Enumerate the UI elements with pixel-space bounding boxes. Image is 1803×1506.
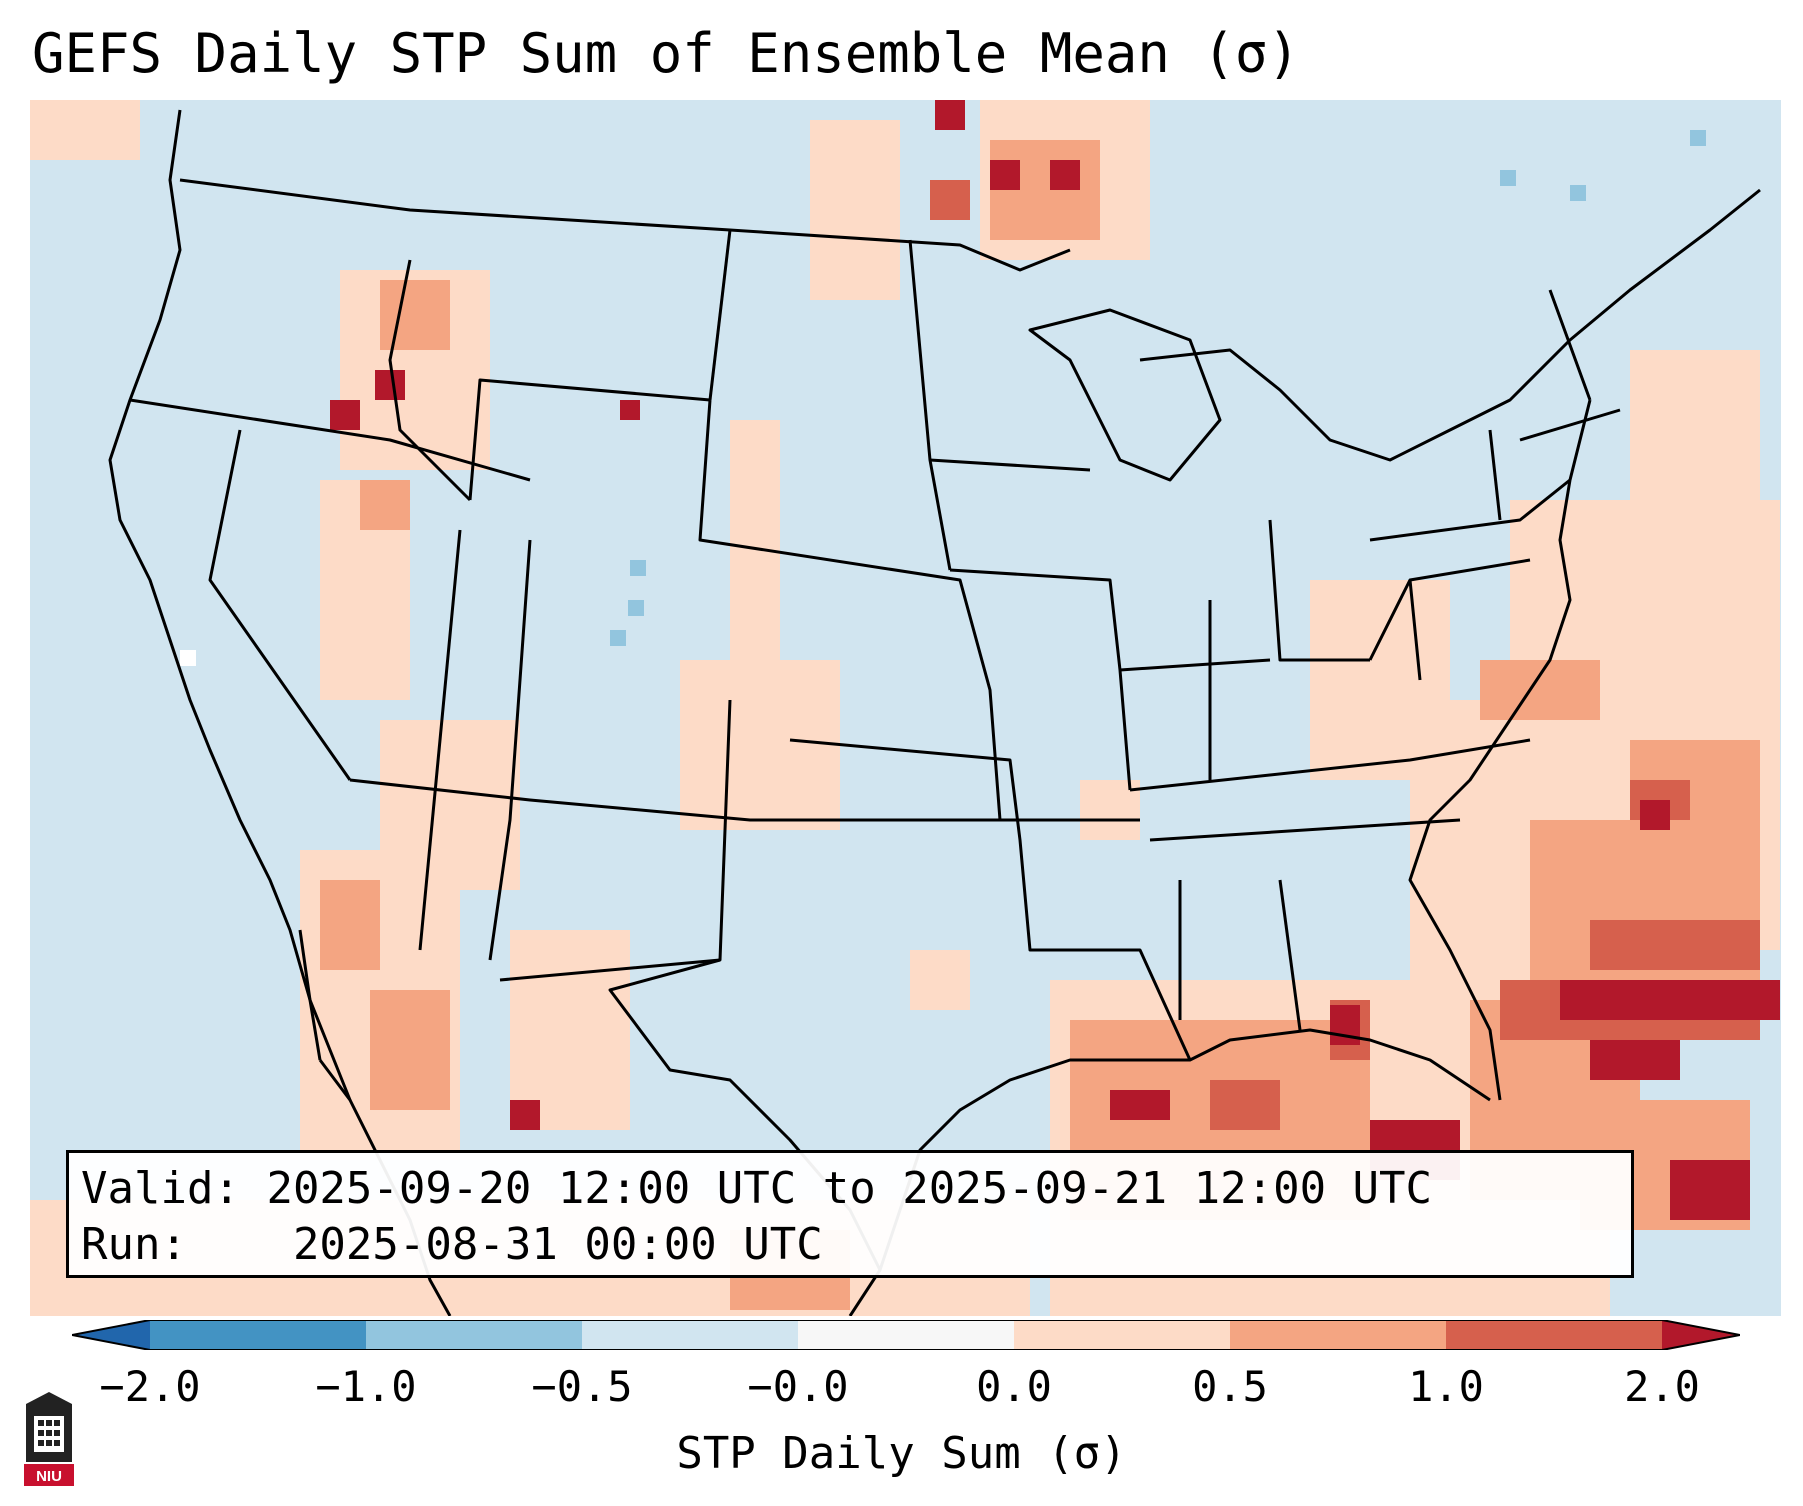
colorbar-tick-label: −1.0 [315, 1362, 417, 1411]
map-boundaries [108, 109, 1761, 1316]
colorbar-extend-high [1662, 1320, 1740, 1350]
colorbar-tick-label: 0.5 [1192, 1362, 1268, 1411]
valid-value: 2025-09-20 12:00 UTC to 2025-09-21 12:00… [266, 1163, 1433, 1214]
colorbar-extend-low [72, 1320, 150, 1350]
colorbar-tick-label: 2.0 [1624, 1362, 1700, 1411]
valid-row: Valid: 2025-09-20 12:00 UTC to 2025-09-2… [81, 1161, 1619, 1217]
colorbar-segment [366, 1320, 583, 1350]
colorbar-tick-label: 1.0 [1408, 1362, 1484, 1411]
colorbar [72, 1320, 1740, 1350]
colorbar-segment [582, 1320, 799, 1350]
colorbar-tick-label: −0.0 [747, 1362, 849, 1411]
colorbar-tick-label: −2.0 [99, 1362, 201, 1411]
run-label: Run: [81, 1219, 187, 1270]
colorbar-segment [1014, 1320, 1231, 1350]
map-null-cell [180, 650, 196, 666]
page-title: GEFS Daily STP Sum of Ensemble Mean (σ) [32, 22, 1300, 85]
colorbar-segment [798, 1320, 1015, 1350]
colorbar-label: STP Daily Sum (σ) [676, 1428, 1127, 1479]
colorbar-segment [1446, 1320, 1663, 1350]
anomaly-cells-negative [610, 130, 1706, 646]
run-value: 2025-08-31 00:00 UTC [292, 1219, 823, 1270]
colorbar-tick-label: −0.5 [531, 1362, 633, 1411]
niu-logo: NIU [24, 1392, 74, 1486]
logo-text: NIU [36, 1468, 62, 1485]
colorbar-tick-label: 0.0 [976, 1362, 1052, 1411]
valid-label: Valid: [81, 1163, 240, 1214]
valid-run-info-box: Valid: 2025-09-20 12:00 UTC to 2025-09-2… [66, 1150, 1634, 1278]
stp-anomaly-map [30, 100, 1781, 1316]
colorbar-segment [150, 1320, 367, 1350]
colorbar-segment [1230, 1320, 1447, 1350]
run-row: Run: 2025-08-31 00:00 UTC [81, 1217, 1619, 1273]
